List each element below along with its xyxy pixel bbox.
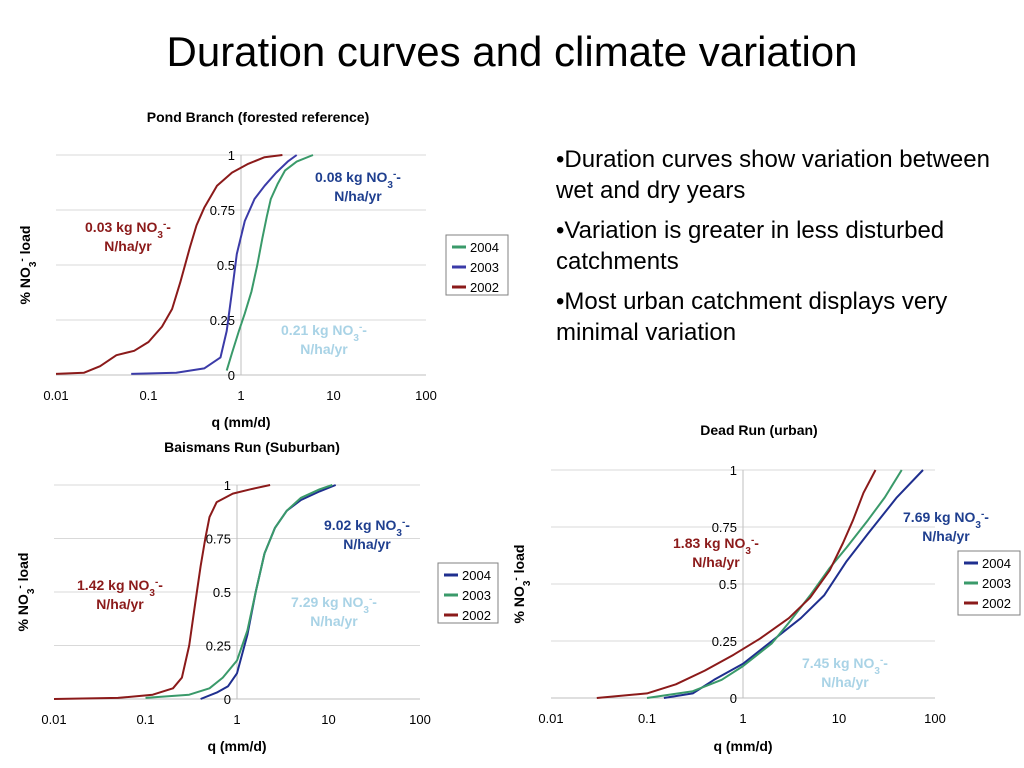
annotation-unit: N/ha/yr (692, 554, 740, 570)
legend-label: 2003 (982, 576, 1011, 591)
annotation-value: 7.69 kg NO3-- (903, 509, 989, 531)
y-tick-label: 0.25 (210, 313, 235, 328)
annotation-value: 1.42 kg NO3-- (77, 577, 163, 599)
bullet-item: •Duration curves show variation between … (556, 146, 990, 204)
y-tick-label: 1 (730, 463, 737, 478)
x-tick-label: 1 (233, 712, 240, 727)
annotation-value: 0.21 kg NO3-- (281, 322, 367, 344)
y-tick-label: 0.75 (210, 203, 235, 218)
y-tick-label: 0.25 (712, 634, 737, 649)
x-tick-label: 100 (924, 711, 946, 726)
annotation-unit: N/ha/yr (300, 341, 348, 357)
annotation-unit: N/ha/yr (310, 613, 358, 629)
y-axis-label: % NO3- load (17, 226, 39, 305)
y-tick-label: 0.5 (213, 585, 231, 600)
y-tick-label: 1 (224, 478, 231, 493)
y-tick-label: 0.5 (719, 577, 737, 592)
chart-title: Baismans Run (Suburban) (164, 439, 340, 455)
series-line-2004 (663, 469, 924, 699)
legend-label: 2002 (982, 596, 1011, 611)
legend-label: 2002 (462, 608, 491, 623)
annotation-value: 7.29 kg NO3-- (291, 594, 377, 616)
legend-box (445, 234, 509, 296)
annotation-value: 1.83 kg NO3-- (673, 535, 759, 557)
legend-label: 2004 (470, 240, 499, 255)
x-tick-label: 0.1 (638, 711, 656, 726)
x-tick-label: 1 (237, 388, 244, 403)
slide-title: Duration curves and climate variation (166, 28, 858, 75)
series-line-2002 (596, 469, 877, 699)
chart-title: Pond Branch (forested reference) (147, 109, 370, 125)
series-line-2003 (646, 469, 903, 699)
x-tick-label: 100 (415, 388, 437, 403)
legend-box (957, 550, 1021, 616)
legend-label: 2004 (982, 556, 1011, 571)
x-axis-label: q (mm/d) (713, 738, 772, 754)
legend-label: 2004 (462, 568, 491, 583)
annotation-unit: N/ha/yr (922, 528, 970, 544)
x-tick-label: 0.01 (538, 711, 563, 726)
x-tick-label: 100 (409, 712, 431, 727)
annotation-unit: N/ha/yr (104, 238, 152, 254)
y-tick-label: 1 (228, 148, 235, 163)
legend-label: 2003 (470, 260, 499, 275)
annotation-unit: N/ha/yr (821, 674, 869, 690)
x-tick-label: 0.01 (41, 712, 66, 727)
x-tick-label: 10 (832, 711, 846, 726)
series-line-2003 (145, 484, 333, 699)
y-tick-label: 0 (228, 368, 235, 383)
y-tick-label: 0 (730, 691, 737, 706)
legend-box (437, 562, 499, 624)
x-axis-label: q (mm/d) (207, 738, 266, 754)
y-tick-label: 0.5 (217, 258, 235, 273)
series-line-2004 (225, 154, 314, 371)
y-axis-label: % NO3- load (511, 545, 533, 624)
annotation-value: 0.08 kg NO3-- (315, 169, 401, 191)
y-tick-label: 0.75 (712, 520, 737, 535)
x-tick-label: 10 (321, 712, 335, 727)
x-tick-label: 0.1 (139, 388, 157, 403)
series-line-2003 (131, 154, 298, 375)
annotation-value: 7.45 kg NO3-- (802, 655, 888, 677)
bullet-list: •Duration curves show variation between … (556, 144, 996, 357)
legend-label: 2003 (462, 588, 491, 603)
annotation-unit: N/ha/yr (96, 596, 144, 612)
x-tick-label: 1 (739, 711, 746, 726)
bullet-item: •Most urban catchment displays very mini… (556, 288, 948, 346)
y-tick-label: 0.75 (206, 532, 231, 547)
y-axis-label: % NO3- load (15, 553, 37, 632)
annotation-value: 0.03 kg NO3-- (85, 219, 171, 241)
x-tick-label: 10 (326, 388, 340, 403)
series-line-2002 (55, 154, 283, 375)
bullet-item: •Variation is greater in less disturbed … (556, 217, 945, 275)
y-tick-label: 0.25 (206, 639, 231, 654)
x-tick-label: 0.01 (43, 388, 68, 403)
annotation-unit: N/ha/yr (343, 536, 391, 552)
x-tick-label: 0.1 (136, 712, 154, 727)
series-line-2002 (53, 484, 271, 700)
annotation-unit: N/ha/yr (334, 188, 382, 204)
y-tick-label: 0 (224, 692, 231, 707)
legend-label: 2002 (470, 280, 499, 295)
series-line-2004 (200, 484, 337, 700)
annotation-value: 9.02 kg NO3-- (324, 517, 410, 539)
x-axis-label: q (mm/d) (211, 414, 270, 430)
chart-title: Dead Run (urban) (700, 422, 817, 438)
